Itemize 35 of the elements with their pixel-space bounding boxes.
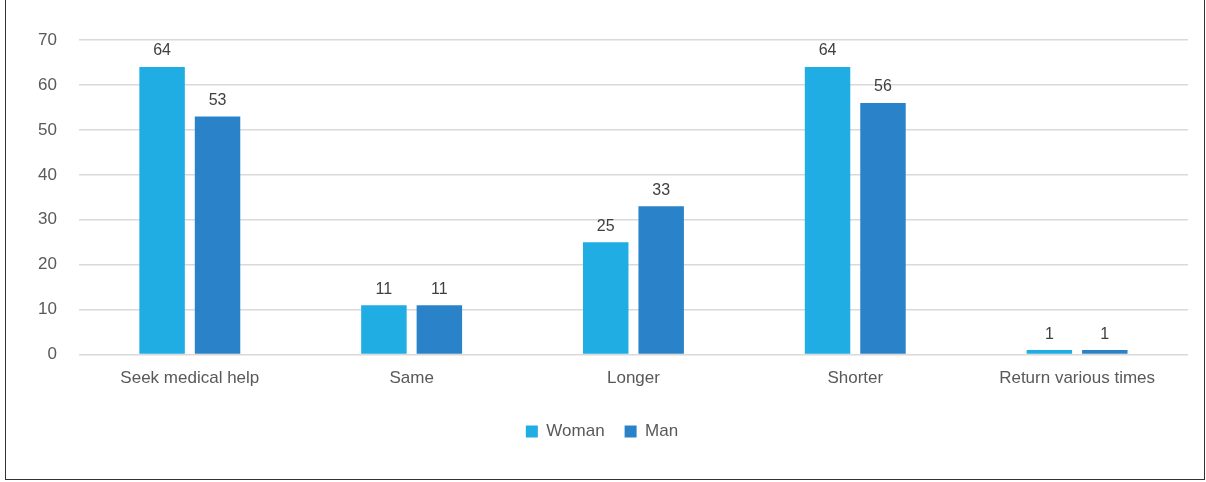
y-tick-label: 10 (37, 299, 57, 319)
data-label: 1 (1100, 324, 1110, 342)
bar (860, 102, 906, 354)
x-tick-label: Same (389, 368, 434, 388)
bar (638, 206, 684, 354)
x-tick-label: Longer (606, 368, 661, 388)
bar (1026, 350, 1073, 354)
y-tick-label: 20 (37, 254, 57, 274)
bar (361, 305, 407, 354)
data-label: 11 (431, 279, 448, 297)
bar (194, 116, 241, 354)
y-tick-label: 0 (47, 344, 57, 364)
data-label: 56 (874, 77, 892, 95)
x-tick-label: Seek medical help (120, 368, 260, 388)
bar (582, 242, 629, 354)
y-tick-label: 50 (37, 119, 57, 139)
y-tick-label: 60 (37, 74, 57, 94)
data-label: 33 (652, 180, 671, 198)
data-label: 1 (1044, 324, 1054, 342)
bar (139, 66, 185, 354)
y-tick-label: 30 (37, 209, 57, 229)
legend-label: Man (645, 421, 679, 441)
bar (804, 66, 851, 354)
x-tick-label: Return various times (999, 368, 1156, 388)
y-tick-label: 70 (37, 29, 57, 49)
bar (416, 305, 463, 354)
data-label: 64 (153, 41, 172, 59)
data-label: 64 (818, 41, 837, 59)
data-label: 53 (208, 90, 227, 108)
data-label: 25 (596, 216, 615, 234)
data-label: 11 (375, 279, 393, 297)
y-tick-label: 40 (37, 164, 57, 184)
bar (1082, 350, 1128, 354)
x-tick-label: Shorter (827, 368, 884, 388)
legend-label: Woman (546, 421, 605, 441)
